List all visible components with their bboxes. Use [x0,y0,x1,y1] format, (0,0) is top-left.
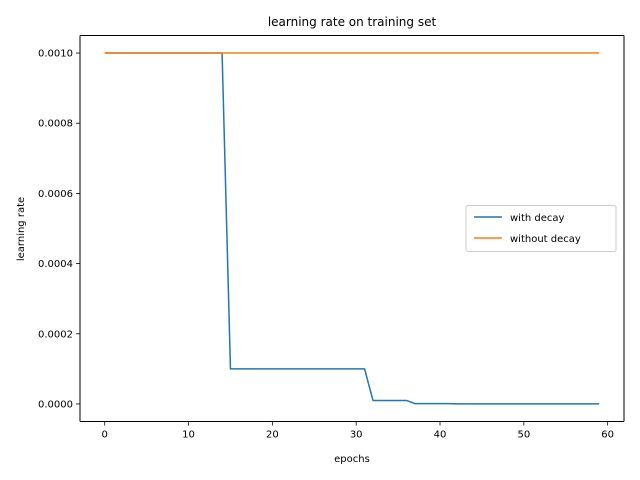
y-axis-ticks: 0.0000 0.0002 0.0004 0.0006 0.0008 0.0010 [38,49,80,410]
y-tick-label: 0.0002 [38,329,73,340]
legend-box [465,205,617,252]
x-tick-label: 60 [601,430,614,441]
x-axis-label: epochs [334,454,370,465]
x-axis-ticks: 0 10 20 30 40 50 60 [102,421,614,441]
axes-frame [79,35,625,422]
x-tick-label: 10 [182,430,195,441]
x-tick-label: 40 [434,430,447,441]
y-axis-label: learning rate [16,197,27,261]
series-line-with-decay [104,52,600,405]
y-tick-label: 0.0008 [38,119,73,130]
legend-label-with-decay: with decay [510,213,565,224]
series-layer [104,52,600,405]
x-tick-label: 50 [517,430,530,441]
y-tick-label: 0.0000 [38,399,73,410]
y-tick-label: 0.0006 [38,189,73,200]
legend: with decay without decay [465,205,617,252]
y-tick-label: 0.0010 [38,49,73,60]
y-tick-label: 0.0004 [38,259,73,270]
x-tick-label: 0 [102,430,108,441]
x-tick-label: 30 [350,430,363,441]
chart-title: learning rate on training set [268,15,437,29]
x-tick-label: 20 [266,430,279,441]
legend-label-without-decay: without decay [510,234,581,245]
